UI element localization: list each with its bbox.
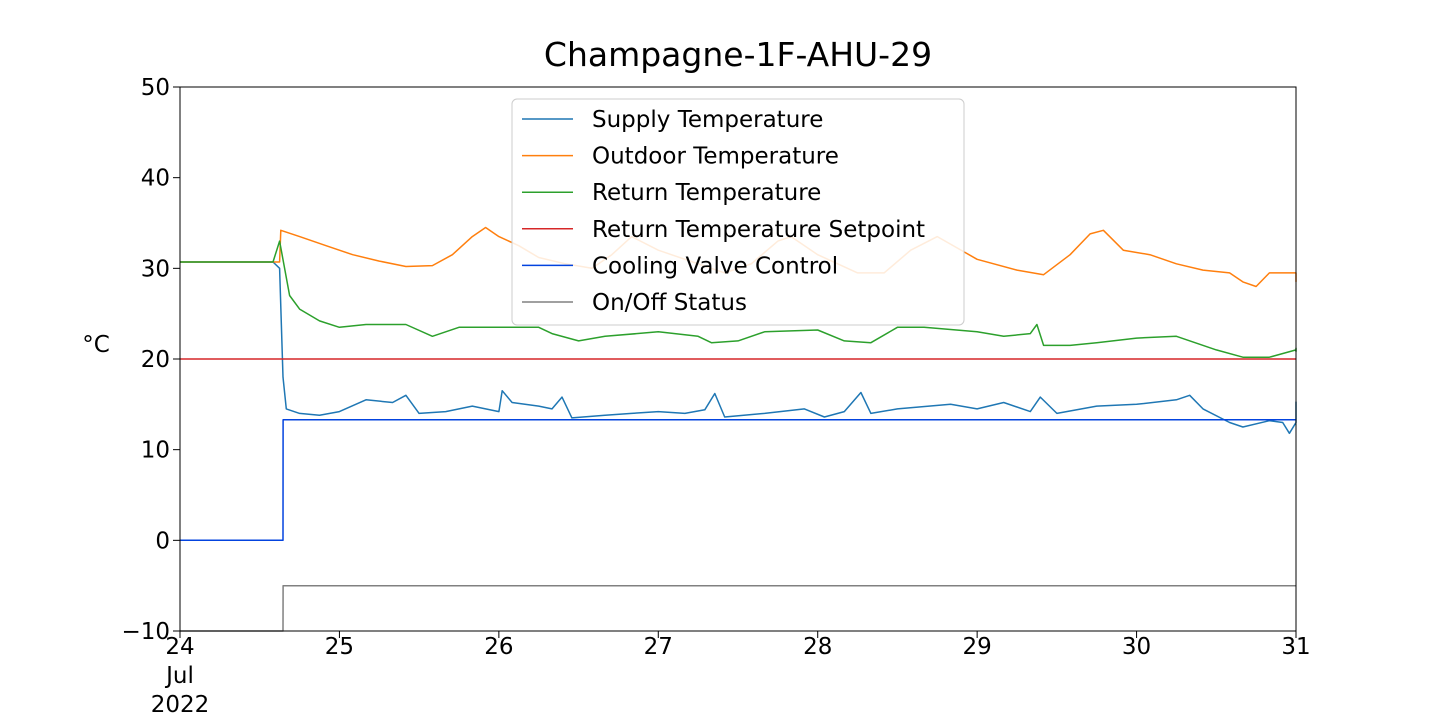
legend-label: Outdoor Temperature [592,144,839,170]
x-axis: 24 Jul 2022 25 26 27 28 29 30 31 [151,631,1311,718]
y-axis-label: °C [82,332,110,358]
x-tick-label: 28 [803,634,832,660]
series-line-6 [180,584,1296,632]
y-axis: −10 0 10 20 30 40 50 [121,75,180,645]
y-tick-label: 50 [141,75,170,101]
legend-label: Return Temperature Setpoint [592,217,925,243]
y-tick-label: −10 [121,619,170,645]
x-tick-label: 30 [1122,634,1151,660]
legend-box [511,98,965,326]
legend-label: Return Temperature [592,180,821,206]
x-tick-label: 26 [484,634,513,660]
x-tick-label: 25 [325,634,354,660]
series-line-5 [180,418,1296,542]
legend-label: Supply Temperature [592,107,823,133]
y-tick-label: 10 [141,438,170,464]
x-tick-label: 27 [644,634,673,660]
x-tick-label: 31 [1281,634,1310,660]
legend: Supply Temperature Outdoor Temperature Ret… [511,98,965,326]
x-tick-label: 24 Jul 2022 [151,634,210,718]
chart-title: Champagne-1F-AHU-29 [544,35,932,74]
y-tick-label: 30 [141,256,170,282]
y-tick-label: 40 [141,166,170,192]
legend-label: On/Off Status [592,290,747,316]
legend-label: Cooling Valve Control [592,253,838,279]
x-tick-label: 29 [963,634,992,660]
series-line-1 [180,261,1297,435]
series-line-3 [180,240,1297,358]
y-tick-label: 0 [155,528,170,554]
y-tick-label: 20 [141,347,170,373]
